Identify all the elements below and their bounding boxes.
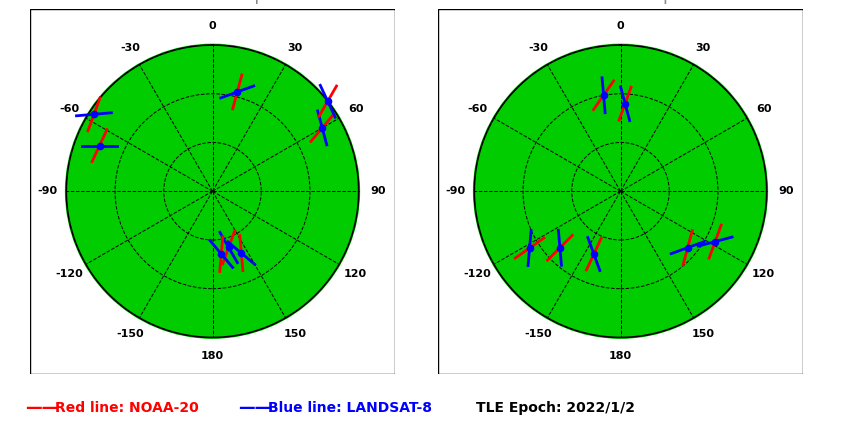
Text: -30: -30	[120, 43, 140, 53]
Text: ——: ——	[26, 399, 59, 417]
Bar	[438, 8, 803, 374]
Circle shape	[65, 44, 360, 338]
Bar	[30, 8, 395, 374]
Text: 30: 30	[695, 43, 711, 53]
Text: 0: 0	[209, 21, 216, 31]
Text: TLE Epoch: 2022/1/2: TLE Epoch: 2022/1/2	[476, 401, 635, 415]
Title: Northern Hemisphere: Northern Hemisphere	[122, 0, 303, 4]
Text: 120: 120	[344, 269, 367, 279]
Text: 60: 60	[756, 104, 771, 113]
Circle shape	[473, 44, 768, 338]
Text: 180: 180	[201, 351, 224, 361]
Text: 90: 90	[778, 186, 793, 196]
Text: -60: -60	[60, 104, 80, 113]
Text: -60: -60	[468, 104, 488, 113]
Text: 180: 180	[609, 351, 632, 361]
Text: -150: -150	[524, 329, 552, 339]
Text: Blue line: LANDSAT-8: Blue line: LANDSAT-8	[268, 401, 432, 415]
Text: 30: 30	[287, 43, 303, 53]
Text: -30: -30	[528, 43, 548, 53]
Text: -120: -120	[463, 269, 491, 279]
Circle shape	[65, 44, 360, 338]
Title: Southern Hemisphere: Southern Hemisphere	[530, 0, 711, 4]
Text: Red line: NOAA-20: Red line: NOAA-20	[55, 401, 199, 415]
Text: 60: 60	[348, 104, 363, 113]
Text: 150: 150	[692, 329, 715, 339]
Text: -90: -90	[445, 186, 465, 196]
Text: -90: -90	[37, 186, 57, 196]
Text: -150: -150	[116, 329, 144, 339]
Text: 150: 150	[284, 329, 307, 339]
Text: 120: 120	[752, 269, 775, 279]
Text: ——: ——	[238, 399, 271, 417]
Circle shape	[473, 44, 768, 338]
Text: 0: 0	[617, 21, 624, 31]
Text: 90: 90	[370, 186, 385, 196]
Text: -120: -120	[55, 269, 83, 279]
